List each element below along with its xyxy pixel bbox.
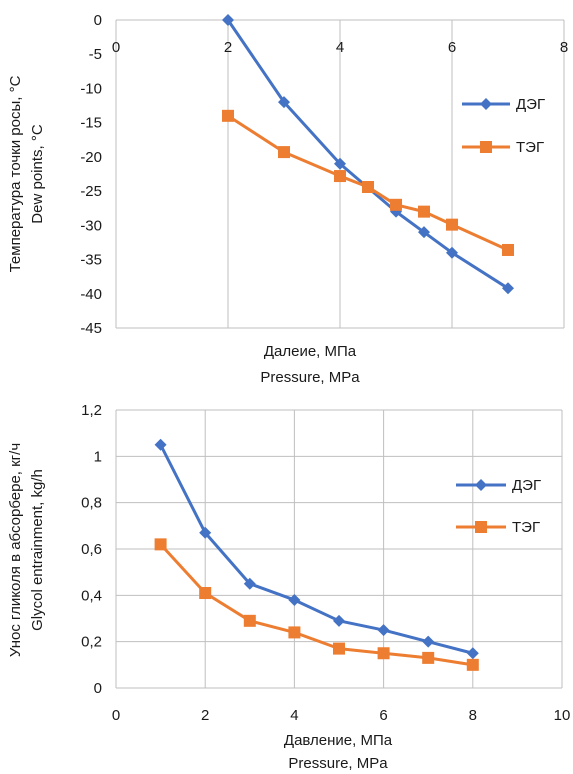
data-point-diamond — [334, 157, 346, 170]
x-tick-label: 2 — [224, 39, 232, 56]
y-tick-label: -5 — [89, 46, 102, 63]
x-tick-label: 0 — [112, 39, 120, 56]
y-axis-title: Температура точки росы, °C — [7, 75, 24, 272]
y-axis-title: Унос гликоля в абсорбере, кг/ч — [7, 443, 24, 657]
data-point-square — [418, 205, 430, 218]
y-tick-label: -40 — [80, 286, 102, 303]
data-point-diamond — [466, 647, 479, 660]
legend-label: ТЭГ — [512, 519, 540, 536]
y-axis-title: Dew points, °C — [29, 124, 46, 224]
data-point-square — [446, 218, 458, 231]
dew-point-chart: 0 -5 -10 -15 -20 -25 -30 -35 -40 -45 0 2 4 6 8 Температ… — [7, 12, 568, 386]
y-tick-label: -15 — [80, 115, 102, 132]
legend-label: ТЭГ — [516, 139, 544, 156]
data-point-square — [222, 109, 234, 122]
x-tick-label: 8 — [560, 39, 568, 56]
legend-label: ДЭГ — [512, 477, 541, 494]
data-point-diamond — [502, 282, 514, 295]
y-tick-label: 1 — [94, 448, 102, 465]
x-tick-label: 6 — [448, 39, 456, 56]
series-line — [226, 19, 509, 290]
data-point-square — [199, 587, 212, 600]
data-point-diamond — [154, 438, 167, 451]
data-point-diamond — [278, 96, 290, 109]
data-point-square — [466, 658, 479, 671]
x-axis-title: Pressure, MPa — [260, 369, 360, 386]
data-point-square — [278, 146, 290, 159]
x-axis-title: Pressure, MPa — [288, 755, 388, 772]
data-point-diamond — [199, 526, 212, 539]
x-tick-label: 4 — [336, 39, 344, 56]
data-point-diamond — [243, 577, 256, 590]
y-tick-label: 0,2 — [81, 634, 102, 651]
y-tick-label: 0 — [94, 12, 102, 29]
y-tick-label: 0,6 — [81, 541, 102, 558]
series-line — [159, 444, 474, 655]
data-point-diamond — [222, 14, 234, 26]
data-point-square — [422, 651, 435, 664]
legend-label: ДЭГ — [516, 96, 545, 113]
y-tick-label: 1,2 — [81, 402, 102, 419]
data-point-square — [243, 614, 256, 627]
legend-marker — [480, 141, 492, 153]
data-point-square — [390, 198, 402, 211]
y-tick-label: -10 — [80, 80, 102, 97]
data-point-square — [362, 181, 374, 194]
legend-marker — [475, 521, 487, 533]
y-tick-label: -45 — [80, 320, 102, 337]
data-point-square — [288, 626, 301, 639]
data-point-square — [154, 538, 167, 551]
x-axis-title: Давление, МПа — [284, 732, 393, 749]
glycol-entrainment-chart: 0 0,2 0,4 0,6 0,8 1 1,2 0 2 4 6 8 10 Унос гликоля в а… — [7, 402, 571, 772]
y-tick-label: -35 — [80, 252, 102, 269]
data-point-square — [377, 647, 390, 660]
y-tick-label: 0,8 — [81, 495, 102, 512]
data-point-diamond — [377, 624, 390, 637]
x-axis-title: Далеие, МПа — [264, 343, 357, 360]
data-point-diamond — [333, 614, 345, 627]
y-axis-title: Glycol entrainment, kg/h — [29, 469, 46, 631]
legend-marker — [480, 98, 492, 110]
x-tick-label: 10 — [554, 707, 571, 724]
data-point-square — [502, 243, 514, 256]
x-tick-label: 2 — [201, 707, 209, 724]
data-point-diamond — [418, 226, 430, 239]
series-line — [159, 543, 474, 667]
data-point-square — [333, 642, 345, 655]
y-tick-label: -25 — [80, 183, 102, 200]
data-point-diamond — [288, 593, 301, 606]
x-tick-label: 6 — [379, 707, 387, 724]
y-tick-label: -30 — [80, 217, 102, 234]
y-tick-label: 0,4 — [81, 587, 102, 604]
x-tick-label: 8 — [469, 707, 477, 724]
y-tick-label: -20 — [80, 149, 102, 166]
legend-marker — [475, 479, 487, 491]
data-point-square — [334, 170, 346, 183]
data-point-diamond — [422, 635, 435, 648]
x-tick-label: 4 — [290, 707, 298, 724]
y-tick-label: 0 — [94, 680, 102, 697]
x-tick-label: 0 — [112, 707, 120, 724]
data-point-diamond — [446, 246, 458, 259]
